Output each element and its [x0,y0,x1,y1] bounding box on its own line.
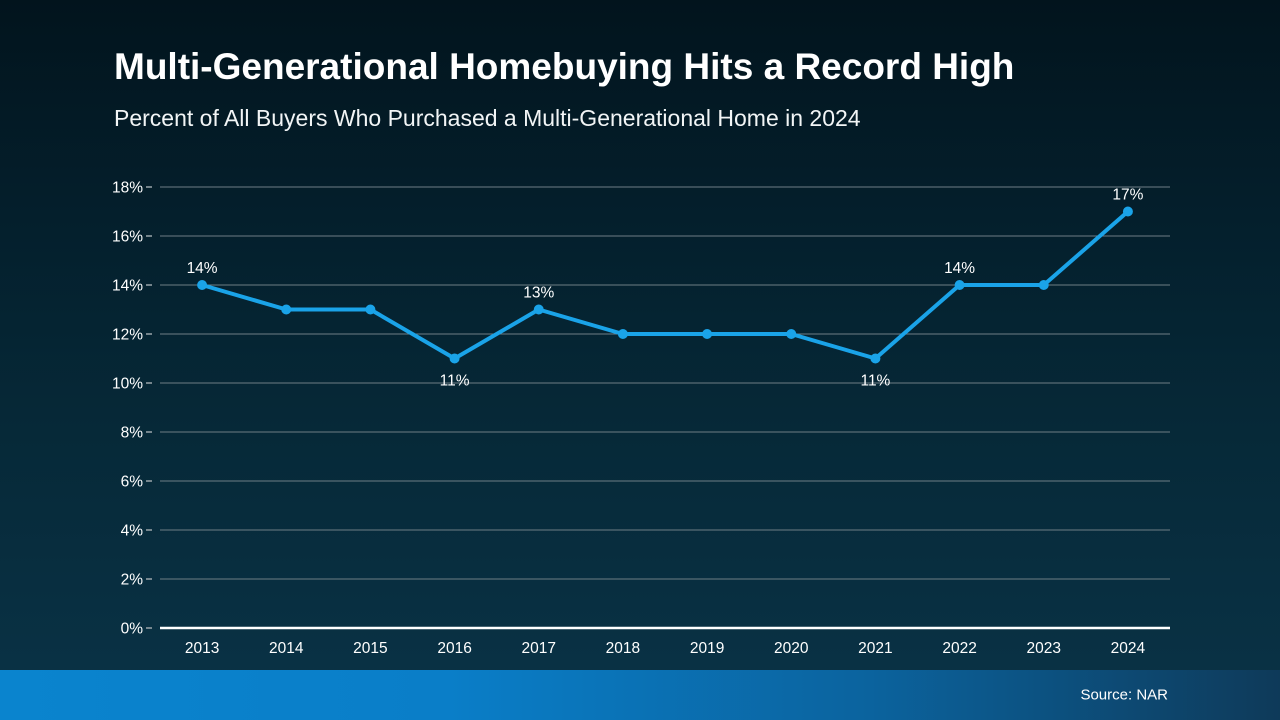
data-point [870,353,881,364]
data-point [281,304,292,315]
data-point-label: 11% [860,373,890,390]
source-label: Source: NAR [1080,686,1168,704]
data-point-label: 13% [523,285,554,302]
data-point [954,280,965,290]
chart-title: Multi-Generational Homebuying Hits a Rec… [114,46,1015,87]
y-axis-label: 10% [112,376,143,393]
chart-subtitle: Percent of All Buyers Who Purchased a Mu… [114,105,861,131]
y-axis-label: 14% [112,278,143,295]
x-axis-label: 2013 [185,640,219,657]
x-axis-label: 2021 [858,640,892,657]
data-point [533,304,544,315]
data-point [449,353,460,364]
y-axis-label: 2% [121,572,144,589]
y-axis-label: 18% [112,180,143,197]
x-axis-label: 2016 [437,640,471,657]
y-axis-label: 0% [121,621,144,638]
y-axis-label: 16% [112,229,143,246]
data-point [617,329,628,339]
x-axis-label: 2018 [606,640,640,657]
data-point-label: 14% [187,260,218,277]
y-axis-label: 8% [121,425,144,442]
x-axis-label: 2024 [1111,640,1146,657]
x-axis-label: 2019 [690,640,724,657]
x-axis-label: 2022 [942,640,976,657]
data-point-label: 14% [944,260,975,277]
data-point [786,329,797,339]
footer-bar: Source: NAR [0,670,1280,720]
data-point-label: 11% [440,373,470,390]
x-axis-label: 2020 [774,640,809,657]
data-point [365,304,376,315]
y-axis-label: 6% [121,474,144,491]
data-point [1038,280,1049,290]
x-axis-label: 2014 [269,640,304,657]
data-point-label: 17% [1112,187,1143,204]
data-point [197,280,208,290]
data-point [1122,206,1133,217]
y-axis-label: 12% [112,327,143,344]
data-series-line [200,209,1130,361]
x-axis-label: 2017 [522,640,556,657]
x-axis-label: 2015 [353,640,387,657]
x-axis-label: 2023 [1027,640,1061,657]
data-point [702,329,713,339]
y-axis-label: 4% [121,523,144,540]
